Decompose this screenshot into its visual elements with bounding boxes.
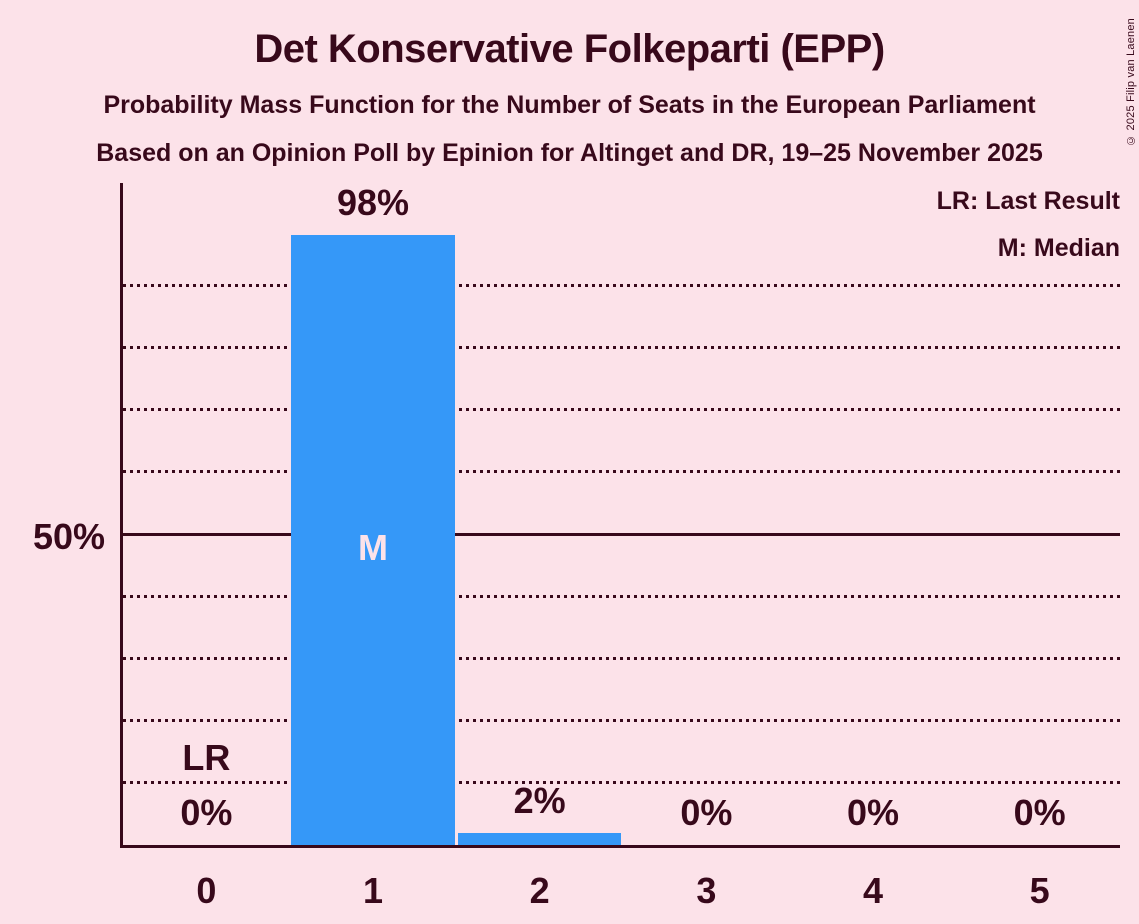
chart-subtitle: Probability Mass Function for the Number… bbox=[103, 91, 1036, 119]
chart-source: Based on an Opinion Poll by Epinion for … bbox=[96, 139, 1043, 167]
value-label-seats-4: 0% bbox=[846, 792, 899, 833]
gridline-90-percent bbox=[123, 283, 1120, 287]
gridline-30-percent bbox=[123, 656, 1120, 660]
x-axis-label-5: 5 bbox=[1029, 870, 1050, 911]
gridline-60-percent bbox=[123, 470, 1120, 474]
bar-seats-2 bbox=[457, 832, 622, 845]
value-label-seats-5: 0% bbox=[1013, 792, 1066, 833]
last-result-marker: LR bbox=[182, 737, 231, 778]
median-marker: M bbox=[357, 527, 388, 568]
gridline-10-percent bbox=[123, 781, 1120, 785]
gridline-40-percent bbox=[123, 594, 1120, 598]
value-label-seats-0: 0% bbox=[180, 792, 233, 833]
legend-last-result: LR: Last Result bbox=[936, 187, 1120, 215]
value-label-seats-2: 2% bbox=[513, 779, 566, 821]
x-axis-label-0: 0 bbox=[196, 870, 217, 911]
gridline-20-percent bbox=[123, 719, 1120, 723]
gridline-80-percent bbox=[123, 345, 1120, 349]
gridline-70-percent bbox=[123, 408, 1120, 412]
page-title: Det Konservative Folkeparti (EPP) bbox=[254, 27, 885, 71]
legend-median: M: Median bbox=[997, 234, 1120, 262]
value-label-seats-1: 98% bbox=[336, 182, 410, 224]
fifty-percent-line bbox=[123, 532, 1120, 536]
x-axis-label-3: 3 bbox=[696, 870, 717, 911]
x-axis-label-1: 1 bbox=[362, 870, 383, 911]
x-axis-label-2: 2 bbox=[529, 870, 550, 911]
y-axis-50-percent-label: 50% bbox=[32, 516, 105, 557]
bar-seats-1 bbox=[291, 235, 455, 845]
x-axis-label-4: 4 bbox=[862, 870, 883, 911]
value-label-seats-3: 0% bbox=[680, 792, 733, 833]
copyright-notice: © 2025 Filip van Laenen bbox=[1125, 18, 1137, 146]
chart-area: 0% 0 98% 1 2% 2 0% 3 0% 4 0% 5 LR M bbox=[120, 182, 1120, 909]
